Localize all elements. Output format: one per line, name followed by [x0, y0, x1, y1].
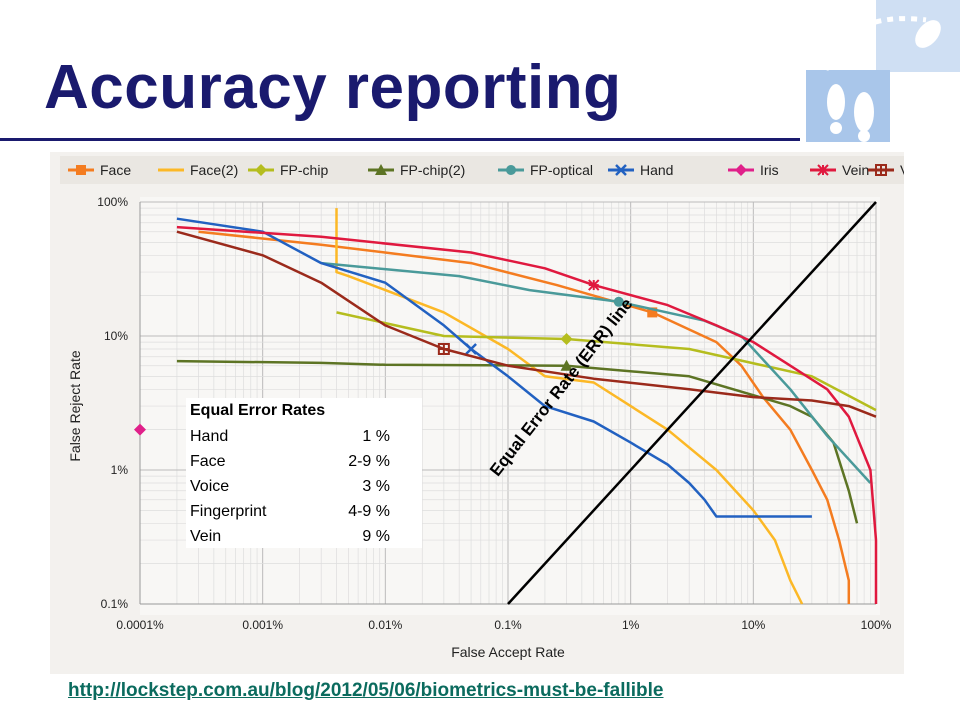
series-marker-hand — [465, 343, 477, 355]
tick-labels: 0.0001% 0.001% 0.01% 0.1% 1% 10% 100% 0.1% 1% 10%… — [97, 195, 891, 632]
series-marker-face — [647, 307, 658, 318]
eer-value: 2-9 % — [348, 453, 390, 470]
legend: Face Face(2) FP-chip FP-chip(2) FP-optical Ha… — [68, 162, 904, 178]
y-tick-label: 10% — [104, 329, 128, 343]
y-tick-label: 100% — [97, 195, 128, 209]
y-axis-label: False Reject Rate — [67, 350, 83, 461]
eer-table-title: Equal Error Rates — [190, 402, 326, 419]
eer-row-vein: Vein 9 % — [190, 528, 390, 552]
series-line-fp-chip-2 — [176, 359, 859, 524]
series-line-vein — [176, 225, 878, 604]
eer-name: Voice — [190, 478, 230, 495]
series-line-fp-chip — [336, 311, 877, 412]
legend-marker-fp-chip-2 — [375, 164, 387, 175]
legend-label-hand: Hand — [640, 162, 673, 178]
x-tick-label: 1% — [622, 618, 640, 632]
err-line — [507, 201, 877, 605]
source-link[interactable]: http://lockstep.com.au/blog/2012/05/06/b… — [68, 680, 664, 701]
logo-footprints — [827, 20, 941, 142]
legend-bar — [60, 156, 904, 184]
legend-marker-fp-optical — [506, 165, 516, 175]
footprints-logo-icon — [806, 0, 960, 142]
title-underline — [0, 138, 800, 141]
series-marker-fp-chip — [560, 332, 573, 345]
eer-name: Face — [190, 453, 226, 470]
logo-dots-path — [823, 16, 927, 71]
series-marker-vein — [588, 279, 600, 291]
legend-label-face-2: Face(2) — [190, 162, 238, 178]
legend-marker-face — [76, 165, 86, 175]
eer-row-fingerprint: Fingerprint 4-9 % — [190, 503, 390, 527]
legend-marker-voice — [875, 164, 887, 176]
eer-row-hand: Hand 1 % — [190, 428, 390, 452]
eer-value: 1 % — [362, 428, 390, 445]
x-tick-label: 100% — [861, 618, 892, 632]
logo-frame-bottom — [806, 70, 890, 142]
x-tick-label: 0.001% — [242, 618, 283, 632]
eer-table: Equal Error Rates Hand 1 % Face 2-9 % Vo… — [186, 398, 422, 548]
eer-name: Vein — [190, 528, 222, 545]
eer-value: 9 % — [362, 528, 390, 545]
legend-label-face: Face — [100, 162, 131, 178]
x-tick-label: 0.01% — [368, 618, 402, 632]
series-marker-iris — [134, 423, 146, 436]
series-line-hand — [176, 217, 812, 518]
series-line-voice — [176, 230, 877, 418]
slide-title: Accuracy reporting — [44, 53, 622, 122]
legend-label-fp-optical: FP-optical — [530, 162, 593, 178]
legend-label-fp-chip: FP-chip — [280, 162, 328, 178]
series-marker-fp-optical — [613, 296, 624, 307]
legend-label-vein: Vein — [842, 162, 869, 178]
x-tick-label: 10% — [741, 618, 765, 632]
legend-marker-hand — [615, 164, 627, 176]
marker-stroke — [615, 164, 627, 176]
legend-marker-vein — [817, 164, 829, 176]
eer-value: 3 % — [362, 478, 390, 495]
legend-label-iris: Iris — [760, 162, 779, 178]
legend-label-voice: Voice — [900, 162, 904, 178]
err-line-layer — [507, 201, 877, 605]
chart-figure: Face Face(2) FP-chip FP-chip(2) FP-optical Ha… — [50, 152, 904, 674]
series-marker-voice — [437, 342, 450, 355]
legend-marker-fp-chip — [255, 164, 267, 176]
x-tick-label: 0.1% — [494, 618, 522, 632]
eer-row-voice: Voice 3 % — [190, 478, 390, 502]
marker-stroke — [465, 343, 477, 355]
y-tick-label: 1% — [111, 463, 129, 477]
eer-row-face: Face 2-9 % — [190, 453, 390, 477]
y-tick-label: 0.1% — [101, 597, 129, 611]
x-axis-label: False Accept Rate — [451, 644, 565, 660]
legend-label-fp-chip-2: FP-chip(2) — [400, 162, 465, 178]
series-marker-fp-chip-2 — [560, 359, 573, 371]
legend-marker-iris — [735, 164, 747, 176]
eer-name: Hand — [190, 428, 229, 445]
eer-name: Fingerprint — [190, 503, 267, 520]
series-line-face-2 — [335, 208, 804, 605]
series-layer — [134, 208, 878, 605]
series-line-face — [198, 230, 851, 604]
x-tick-label: 0.0001% — [116, 618, 164, 632]
eer-value: 4-9 % — [348, 503, 390, 520]
chart: Face Face(2) FP-chip FP-chip(2) FP-optical Ha… — [60, 156, 904, 660]
